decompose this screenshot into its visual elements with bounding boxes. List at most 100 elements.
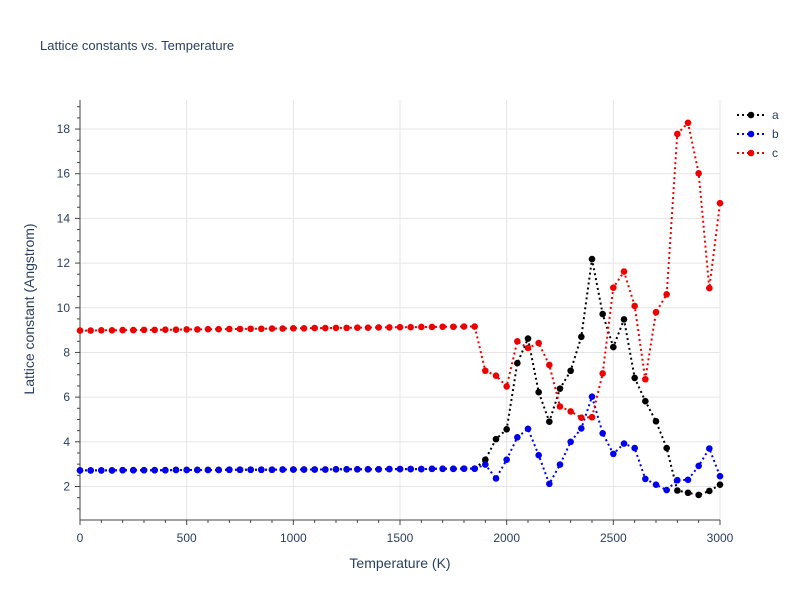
data-point-c (642, 375, 649, 383)
data-point-b (642, 475, 649, 483)
data-point-b (524, 425, 532, 433)
data-point-a (620, 316, 628, 323)
legend[interactable]: abc (737, 108, 779, 160)
data-point-b (183, 466, 190, 474)
data-point-b (460, 465, 468, 472)
data-point-b (535, 451, 542, 459)
data-point-a (631, 374, 638, 382)
data-point-b (407, 465, 414, 473)
x-tick-label: 1000 (280, 531, 307, 545)
data-point-c (226, 325, 233, 333)
y-tick-label: 2 (63, 479, 70, 493)
data-point-c (599, 370, 606, 377)
data-point-b (418, 465, 425, 473)
data-point-b (162, 466, 169, 474)
data-point-c (428, 323, 436, 331)
data-point-b (322, 466, 329, 473)
data-point-b (332, 465, 340, 473)
data-point-c (578, 414, 585, 421)
data-point-c (140, 326, 148, 334)
data-point-b (684, 476, 692, 484)
data-point-b (663, 486, 670, 494)
data-point-c (535, 339, 542, 347)
data-point-a (578, 333, 585, 341)
x-tick-label: 1500 (387, 531, 414, 545)
data-point-a (642, 397, 649, 405)
data-point-c (290, 325, 297, 332)
data-point-b (652, 481, 660, 489)
legend-label: a (772, 108, 779, 122)
series-b (76, 393, 724, 494)
data-point-c (492, 372, 500, 379)
data-point-b (343, 465, 350, 473)
y-tick-label: 12 (57, 256, 71, 270)
data-point-b (290, 466, 297, 473)
legend-marker (747, 130, 755, 138)
data-point-c (108, 327, 116, 334)
data-point-c (87, 327, 94, 334)
data-point-c (652, 308, 660, 316)
data-point-b (226, 466, 233, 474)
data-point-a (546, 418, 553, 426)
data-point-a (610, 343, 617, 351)
data-point-c (279, 325, 286, 332)
data-point-a (556, 385, 564, 392)
data-point-b (300, 466, 308, 473)
data-point-b (172, 466, 180, 474)
data-point-c (503, 383, 510, 390)
data-point-c (300, 325, 308, 332)
data-point-c (172, 326, 180, 333)
data-point-b (258, 466, 265, 474)
data-point-b (375, 465, 382, 473)
data-point-c (76, 327, 84, 334)
data-point-b (620, 440, 628, 447)
data-point-c (684, 119, 692, 127)
data-point-b (268, 466, 276, 474)
data-point-c (524, 344, 532, 352)
data-point-c (471, 323, 478, 330)
y-tick-label: 6 (63, 390, 70, 404)
data-point-b (194, 466, 201, 474)
x-tick-label: 3000 (707, 531, 734, 545)
legend-item-b[interactable]: b (737, 127, 779, 141)
data-point-c (482, 367, 489, 375)
data-point-c (695, 169, 702, 177)
data-point-b (439, 465, 446, 473)
data-point-b (76, 467, 84, 474)
data-point-a (695, 491, 702, 499)
legend-item-c[interactable]: c (737, 146, 778, 160)
data-point-c (407, 323, 414, 331)
data-point-b (279, 466, 286, 473)
data-point-a (706, 487, 713, 495)
data-point-b (450, 465, 457, 473)
data-point-a (567, 367, 574, 375)
data-point-b (236, 466, 244, 474)
data-point-c (247, 325, 254, 333)
y-tick-label: 4 (63, 435, 70, 449)
x-tick-label: 2500 (600, 531, 627, 545)
y-tick-label: 16 (57, 167, 71, 181)
data-point-b (546, 480, 553, 488)
data-point-c (674, 130, 681, 138)
data-point-c (418, 323, 425, 331)
data-point-a (588, 255, 596, 263)
data-point-a (652, 417, 660, 425)
legend-label: c (772, 146, 778, 160)
data-point-a (492, 435, 500, 443)
data-point-a (514, 359, 521, 367)
data-point-b (674, 476, 681, 484)
data-point-c (588, 413, 596, 421)
data-point-c (311, 324, 318, 332)
y-tick-label: 14 (57, 211, 71, 225)
data-point-c (620, 268, 628, 275)
data-point-c (514, 337, 521, 345)
data-point-c (119, 326, 126, 334)
data-point-c (215, 325, 222, 333)
legend-label: b (772, 127, 779, 141)
data-point-b (428, 465, 436, 473)
data-point-a (524, 335, 532, 342)
legend-item-a[interactable]: a (737, 108, 779, 122)
data-point-c (663, 291, 670, 298)
data-point-b (706, 445, 713, 452)
data-point-b (140, 466, 148, 474)
